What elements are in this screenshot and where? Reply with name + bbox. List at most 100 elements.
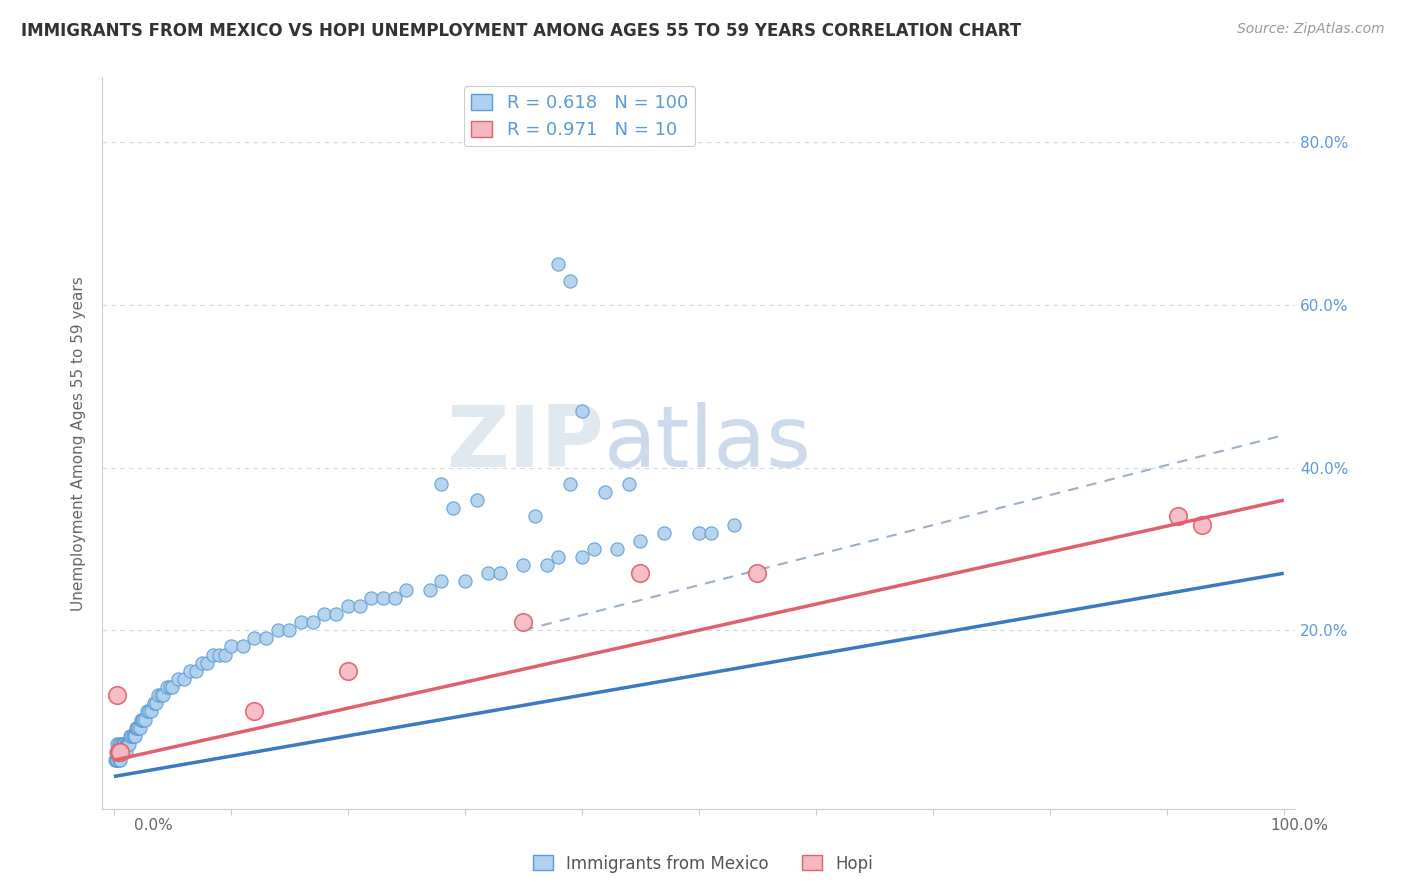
Point — [128, 721, 150, 735]
Point — [105, 745, 128, 759]
Point — [430, 574, 453, 589]
Text: atlas: atlas — [603, 401, 811, 484]
Point — [125, 721, 148, 735]
Point — [593, 485, 616, 500]
Point — [152, 688, 174, 702]
Point — [104, 753, 127, 767]
Point — [114, 745, 136, 759]
Point — [111, 745, 134, 759]
Text: 0.0%: 0.0% — [134, 818, 173, 832]
Point — [243, 632, 266, 646]
Point — [110, 745, 132, 759]
Point — [179, 664, 201, 678]
Point — [149, 688, 172, 702]
Point — [547, 257, 569, 271]
Point — [142, 696, 165, 710]
Point — [121, 729, 143, 743]
Point — [159, 680, 181, 694]
Point — [454, 574, 477, 589]
Point — [131, 713, 153, 727]
Point — [114, 737, 136, 751]
Point — [132, 713, 155, 727]
Point — [336, 664, 359, 678]
Point — [110, 745, 132, 759]
Point — [477, 566, 499, 581]
Point — [107, 688, 129, 702]
Point — [301, 615, 323, 629]
Point — [360, 591, 382, 605]
Point — [190, 656, 212, 670]
Point — [167, 672, 190, 686]
Text: ZIP: ZIP — [446, 401, 603, 484]
Point — [267, 623, 290, 637]
Point — [571, 549, 593, 564]
Point — [384, 591, 406, 605]
Point — [723, 517, 745, 532]
Point — [114, 737, 136, 751]
Point — [120, 729, 142, 743]
Point — [155, 680, 177, 694]
Point — [111, 737, 134, 751]
Point — [628, 533, 651, 548]
Point — [145, 696, 167, 710]
Point — [441, 501, 464, 516]
Point — [107, 737, 129, 751]
Point — [243, 705, 266, 719]
Point — [117, 737, 139, 751]
Point — [1167, 509, 1189, 524]
Point — [108, 737, 131, 751]
Point — [699, 525, 721, 540]
Point — [105, 753, 128, 767]
Point — [747, 566, 769, 581]
Point — [290, 615, 312, 629]
Point — [336, 599, 359, 613]
Point — [115, 737, 138, 751]
Point — [524, 509, 547, 524]
Point — [688, 525, 710, 540]
Point — [560, 274, 582, 288]
Y-axis label: Unemployment Among Ages 55 to 59 years: Unemployment Among Ages 55 to 59 years — [72, 276, 86, 611]
Point — [107, 745, 129, 759]
Point — [107, 753, 129, 767]
Point — [112, 745, 135, 759]
Point — [349, 599, 371, 613]
Point — [254, 632, 277, 646]
Point — [582, 541, 605, 556]
Point — [124, 729, 146, 743]
Point — [107, 753, 129, 767]
Point — [512, 615, 534, 629]
Point — [108, 745, 131, 759]
Point — [112, 737, 135, 751]
Point — [118, 737, 141, 751]
Point — [129, 713, 152, 727]
Point — [135, 705, 157, 719]
Point — [371, 591, 394, 605]
Point — [536, 558, 558, 573]
Point — [419, 582, 441, 597]
Point — [571, 403, 593, 417]
Point — [628, 566, 651, 581]
Point — [141, 705, 163, 719]
Point — [214, 648, 236, 662]
Text: IMMIGRANTS FROM MEXICO VS HOPI UNEMPLOYMENT AMONG AGES 55 TO 59 YEARS CORRELATIO: IMMIGRANTS FROM MEXICO VS HOPI UNEMPLOYM… — [21, 22, 1021, 40]
Point — [314, 607, 336, 621]
Point — [114, 745, 136, 759]
Point — [127, 721, 149, 735]
Point — [617, 476, 640, 491]
Point — [278, 623, 301, 637]
Point — [512, 558, 534, 573]
Point — [148, 688, 170, 702]
Point — [489, 566, 512, 581]
Point — [395, 582, 418, 597]
Point — [202, 648, 225, 662]
Point — [430, 476, 453, 491]
Point — [107, 745, 129, 759]
Point — [606, 541, 628, 556]
Point — [325, 607, 347, 621]
Point — [173, 672, 195, 686]
Point — [184, 664, 207, 678]
Point — [108, 753, 131, 767]
Point — [560, 476, 582, 491]
Point — [219, 640, 242, 654]
Legend: R = 0.618   N = 100, R = 0.971   N = 10: R = 0.618 N = 100, R = 0.971 N = 10 — [464, 87, 696, 146]
